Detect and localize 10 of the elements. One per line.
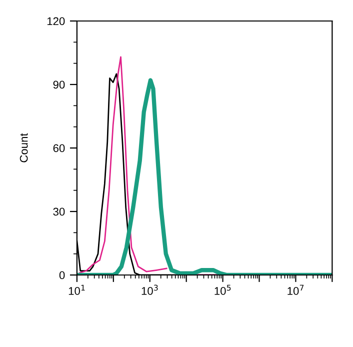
x-tick-label: 10$^{7}$	[288, 284, 304, 295]
x-tick-label: 10$^{5}$	[214, 284, 231, 295]
y-axis-title: Count	[20, 133, 28, 162]
x-tick-label: 10$^{1}$	[68, 284, 85, 295]
x-tick-label: 10$^{3}$	[142, 284, 158, 295]
y-tick-label: 60	[53, 144, 65, 152]
y-tick-label: 120	[47, 17, 65, 26]
y-tick-label: 90	[53, 80, 65, 89]
y-tick-label: 30	[53, 208, 65, 216]
y-tick-label: 0	[59, 271, 65, 280]
